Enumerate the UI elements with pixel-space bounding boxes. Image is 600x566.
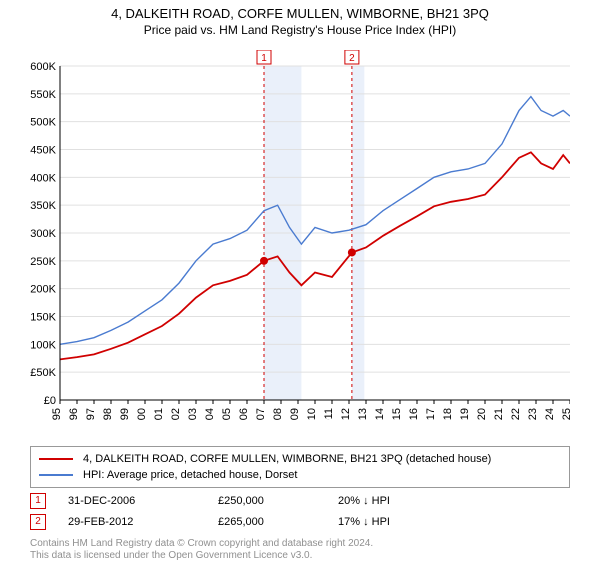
legend: 4, DALKEITH ROAD, CORFE MULLEN, WIMBORNE… (30, 446, 570, 488)
svg-text:1: 1 (261, 53, 267, 64)
marker-diff-2: 17% ↓ HPI (338, 516, 488, 528)
svg-text:£0: £0 (44, 395, 56, 407)
svg-text:£500K: £500K (30, 117, 57, 129)
marker-badge-1: 1 (30, 493, 46, 509)
svg-text:£450K: £450K (30, 145, 57, 157)
svg-text:2004: 2004 (204, 408, 216, 420)
legend-swatch-hpi (39, 474, 73, 476)
svg-text:£550K: £550K (30, 89, 57, 101)
svg-text:2022: 2022 (510, 408, 522, 420)
svg-text:1997: 1997 (85, 408, 97, 420)
legend-label-property: 4, DALKEITH ROAD, CORFE MULLEN, WIMBORNE… (83, 451, 491, 467)
marker-row-2: 2 29-FEB-2012 £265,000 17% ↓ HPI (30, 514, 570, 530)
svg-text:2005: 2005 (221, 408, 233, 420)
svg-text:1999: 1999 (119, 408, 131, 420)
svg-text:2011: 2011 (323, 408, 335, 420)
svg-text:2: 2 (349, 53, 355, 64)
svg-text:1995: 1995 (51, 408, 63, 420)
svg-text:2018: 2018 (442, 408, 454, 420)
svg-text:2014: 2014 (374, 408, 386, 420)
svg-text:2019: 2019 (459, 408, 471, 420)
markers-table: 1 31-DEC-2006 £250,000 20% ↓ HPI 2 29-FE… (30, 488, 570, 530)
svg-text:2012: 2012 (340, 408, 352, 420)
legend-item-property: 4, DALKEITH ROAD, CORFE MULLEN, WIMBORNE… (39, 451, 561, 467)
svg-text:2003: 2003 (187, 408, 199, 420)
svg-text:2013: 2013 (357, 408, 369, 420)
svg-text:£350K: £350K (30, 200, 57, 212)
marker-badge-2: 2 (30, 514, 46, 530)
svg-text:2025: 2025 (561, 408, 570, 420)
svg-text:£250K: £250K (30, 256, 57, 268)
svg-text:1998: 1998 (102, 408, 114, 420)
marker-row-1: 1 31-DEC-2006 £250,000 20% ↓ HPI (30, 493, 570, 509)
svg-text:£150K: £150K (30, 312, 57, 324)
svg-text:£400K: £400K (30, 172, 57, 184)
svg-text:2015: 2015 (391, 408, 403, 420)
marker-diff-1: 20% ↓ HPI (338, 495, 488, 507)
svg-text:£600K: £600K (30, 61, 57, 73)
chart-subtitle: Price paid vs. HM Land Registry's House … (0, 23, 600, 37)
svg-text:2008: 2008 (272, 408, 284, 420)
legend-item-hpi: HPI: Average price, detached house, Dors… (39, 467, 561, 483)
chart-title: 4, DALKEITH ROAD, CORFE MULLEN, WIMBORNE… (0, 6, 600, 21)
attribution: Contains HM Land Registry data © Crown c… (30, 538, 373, 562)
legend-swatch-property (39, 458, 73, 460)
legend-label-hpi: HPI: Average price, detached house, Dors… (83, 467, 297, 483)
svg-text:£100K: £100K (30, 339, 57, 351)
svg-text:2023: 2023 (527, 408, 539, 420)
svg-text:2021: 2021 (493, 408, 505, 420)
svg-text:£300K: £300K (30, 228, 57, 240)
svg-text:2001: 2001 (153, 408, 165, 420)
attribution-line-2: This data is licensed under the Open Gov… (30, 550, 373, 562)
svg-text:2007: 2007 (255, 408, 267, 420)
svg-text:2017: 2017 (425, 408, 437, 420)
attribution-line-1: Contains HM Land Registry data © Crown c… (30, 538, 373, 550)
page-root: 4, DALKEITH ROAD, CORFE MULLEN, WIMBORNE… (0, 6, 600, 566)
marker-date-2: 29-FEB-2012 (68, 516, 218, 528)
svg-text:1996: 1996 (68, 408, 80, 420)
marker-price-1: £250,000 (218, 495, 338, 507)
svg-text:2024: 2024 (544, 408, 556, 420)
marker-date-1: 31-DEC-2006 (68, 495, 218, 507)
svg-text:2006: 2006 (238, 408, 250, 420)
svg-text:£200K: £200K (30, 284, 57, 296)
svg-text:£50K: £50K (30, 367, 56, 379)
line-chart-svg: £0 £50K £100K £150K £200K £250K £300K £350K £400… (30, 50, 570, 420)
svg-text:2002: 2002 (170, 408, 182, 420)
svg-text:2009: 2009 (289, 408, 301, 420)
marker-price-2: £265,000 (218, 516, 338, 528)
svg-text:2020: 2020 (476, 408, 488, 420)
svg-text:2000: 2000 (136, 408, 148, 420)
chart-area: £0 £50K £100K £150K £200K £250K £300K £350K £400… (30, 50, 570, 420)
svg-text:2016: 2016 (408, 408, 420, 420)
svg-text:2010: 2010 (306, 408, 318, 420)
